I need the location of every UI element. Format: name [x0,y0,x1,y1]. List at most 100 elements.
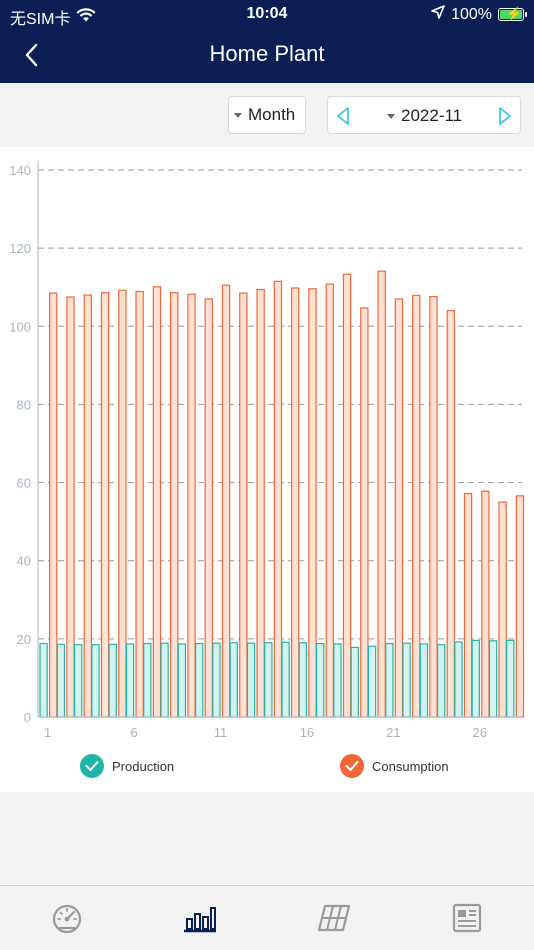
consumption-bar[interactable] [463,492,473,718]
date-picker: 2022-11 [327,96,521,134]
consumption-bar[interactable] [152,286,162,718]
battery-percent: 100% [451,5,492,23]
back-button[interactable] [20,40,48,70]
consumption-bar[interactable] [429,295,438,718]
consumption-bar[interactable] [394,298,404,718]
production-bar[interactable] [246,642,256,718]
navigation-bar: Home Plant [0,28,534,83]
y-tick-label: 40 [17,554,31,569]
chart-card: 0 20 40 60 80 100 120 140 1 6 11 16 21 26 Production … [0,147,534,792]
production-bar[interactable] [229,642,238,718]
consumption-bar[interactable] [360,307,369,718]
production-bar[interactable] [506,639,515,718]
production-bar[interactable] [56,643,66,718]
production-bar[interactable] [385,642,394,718]
date-dropdown-value: 2022-11 [401,106,463,125]
production-bar[interactable] [315,642,325,718]
production-bar[interactable] [436,644,446,718]
tab-solar-panels[interactable] [316,901,352,935]
consumption-bar[interactable] [273,280,283,718]
consumption-bar[interactable] [221,284,231,718]
consumption-bar[interactable] [118,289,127,718]
consumption-bar[interactable] [308,288,317,718]
y-tick-label: 100 [9,319,31,334]
tab-reports[interactable] [449,901,485,935]
production-bar[interactable] [143,642,152,718]
production-bar[interactable] [39,642,48,718]
y-tick-label: 140 [9,163,31,178]
y-tick-label: 0 [24,710,31,725]
y-tick-label: 80 [17,397,31,412]
consumption-bar[interactable] [291,287,300,718]
production-bar[interactable] [125,643,135,718]
tab-dashboard[interactable] [49,901,85,935]
news-document-icon [452,903,482,933]
production-bar[interactable] [177,643,187,718]
consumption-bar[interactable] [48,292,58,718]
consumption-bar[interactable] [481,490,490,718]
bar-chart-icon [184,907,216,933]
chevron-left-icon [25,43,38,67]
production-bar[interactable] [91,644,100,718]
carrier-label: 无SIM卡 [10,11,71,28]
legend-consumption-label: Consumption [372,758,449,774]
page-title: Home Plant [209,41,325,66]
period-dropdown[interactable]: Month [228,96,306,134]
consumption-bar[interactable] [204,298,213,718]
consumption-bar[interactable] [412,294,421,718]
next-month-button[interactable] [498,106,512,126]
consumption-bar[interactable] [239,292,248,718]
tab-bar [0,885,534,950]
production-bar[interactable] [281,641,290,718]
date-dropdown[interactable]: 2022-11 [382,106,462,126]
consumption-bar[interactable] [100,292,110,718]
solar-panel-icon [317,904,351,932]
production-bar[interactable] [212,642,221,718]
production-bar[interactable] [419,643,429,718]
x-tick-label: 11 [214,725,228,740]
production-bar[interactable] [488,640,498,718]
x-tick-label: 16 [300,725,314,740]
status-bar: 无SIM卡 10:04 100% ⚡ [0,0,534,28]
production-bar[interactable] [108,643,117,718]
status-time: 10:04 [246,5,288,22]
location-arrow-icon [431,5,445,24]
tab-statistics[interactable] [182,901,218,935]
consumption-bar[interactable] [515,495,525,718]
x-tick-label: 6 [130,725,137,740]
wifi-icon [76,7,96,28]
caret-down-icon [387,113,395,119]
legend-consumption[interactable]: Consumption [340,754,449,778]
production-bar[interactable] [402,642,411,718]
production-bar[interactable] [264,642,273,718]
consumption-bar[interactable] [187,293,196,718]
consumption-bar[interactable] [256,288,265,718]
production-bar[interactable] [454,641,463,718]
consumption-bar[interactable] [66,296,75,718]
production-bar[interactable] [298,642,308,718]
consumption-bar[interactable] [498,501,507,718]
speedometer-icon [52,904,82,933]
x-tick-label: 21 [386,725,400,740]
production-bar[interactable] [333,643,342,718]
previous-month-button[interactable] [336,106,350,126]
caret-down-icon [234,112,242,118]
production-bar[interactable] [73,644,83,718]
consumption-bar[interactable] [342,273,352,718]
consumption-bar[interactable] [170,292,179,718]
consumption-bar[interactable] [83,294,92,718]
production-bar[interactable] [471,639,480,718]
production-bar[interactable] [160,642,169,718]
check-icon [80,754,104,778]
consumption-bar[interactable] [446,310,455,718]
production-bar[interactable] [194,642,204,718]
consumption-bar[interactable] [325,283,334,718]
production-bar[interactable] [367,645,377,718]
consumption-bar[interactable] [135,290,144,718]
consumption-bar[interactable] [377,270,386,718]
production-bar[interactable] [350,646,359,718]
y-tick-label: 120 [9,241,31,256]
x-tick-label: 26 [473,725,487,740]
legend-production[interactable]: Production [80,754,174,778]
